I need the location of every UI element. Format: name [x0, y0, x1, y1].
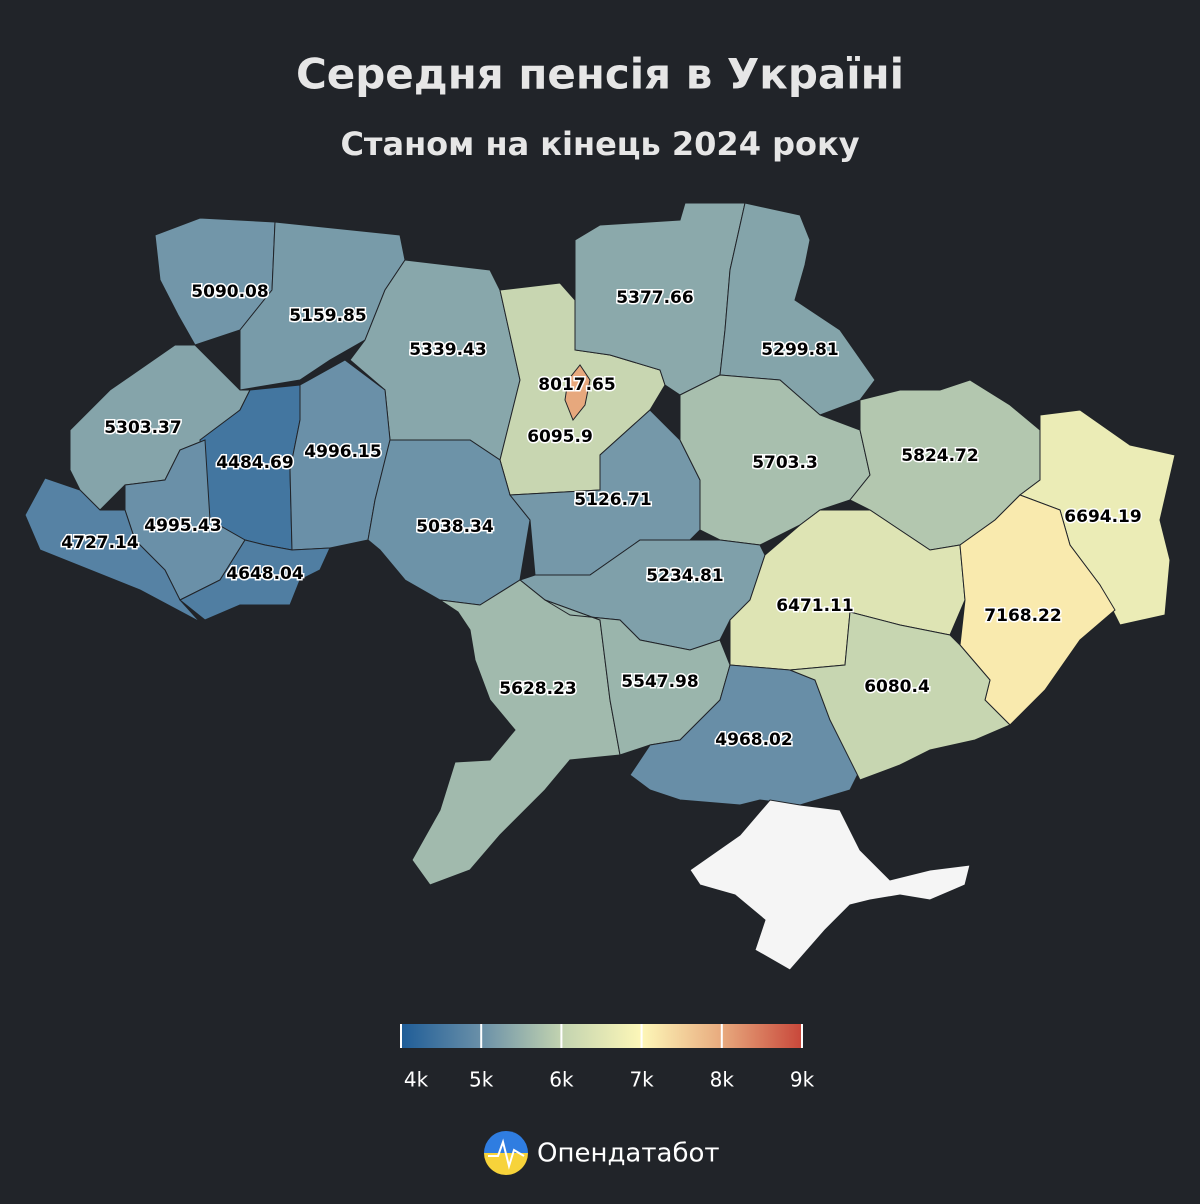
- region-label: 4648.04: [226, 564, 304, 584]
- region-label: 6095.9: [527, 427, 593, 447]
- colorbar-tick-label: 5k: [469, 1068, 494, 1092]
- region-label: 5303.37: [104, 418, 181, 438]
- region: [179, 539, 331, 621]
- colorbar-tick-label: 6k: [549, 1068, 574, 1092]
- colorbar: 4k 5k 6k 7k 8k 9k: [400, 1024, 815, 1092]
- region-label: 4484.69: [216, 453, 293, 473]
- region-label: 8017.65: [538, 375, 615, 395]
- region-label: 5339.43: [409, 340, 486, 360]
- region-label: 5234.81: [646, 566, 723, 586]
- region-label: 5159.85: [289, 306, 366, 326]
- region-label: 5628.23: [499, 679, 576, 699]
- region-label: 5703.3: [752, 453, 818, 473]
- colorbar-tick-label: 7k: [629, 1068, 654, 1092]
- region-label: 5126.71: [574, 490, 651, 510]
- region: [789, 611, 1011, 781]
- region-label: 4727.14: [61, 533, 139, 553]
- region-label: 5090.08: [191, 282, 268, 302]
- region-label: 4968.02: [715, 730, 792, 750]
- region-label: 5299.81: [761, 340, 838, 360]
- region-label: 5824.72: [901, 446, 978, 466]
- brand: Опендатабот: [537, 1139, 720, 1169]
- region-label: 5547.98: [621, 672, 698, 692]
- subtitle: Станом на кінець 2024 року: [340, 125, 859, 163]
- region-labels: 5090.08 5159.85 5339.43 6095.9 8017.65 5377.6…: [60, 281, 1143, 752]
- crimea: [689, 799, 971, 971]
- region-label: 5038.34: [416, 517, 494, 537]
- region-label: 6080.4: [864, 677, 930, 697]
- region: [239, 221, 406, 391]
- region-label: 6471.11: [776, 596, 853, 616]
- brand-logo-line: [488, 1138, 525, 1170]
- regions: [24, 202, 1176, 886]
- region-label: 7168.22: [984, 606, 1061, 626]
- region-label: 4996.15: [304, 442, 381, 462]
- region: [411, 579, 621, 886]
- region: [24, 477, 201, 623]
- colorbar-tick-label: 4k: [404, 1068, 429, 1092]
- region: [629, 664, 861, 806]
- region-label: 6694.19: [1064, 507, 1141, 527]
- region: [719, 202, 876, 416]
- colorbar-tick-label: 9k: [790, 1068, 815, 1092]
- region-label: 5377.66: [616, 288, 693, 308]
- region-label: 4995.43: [144, 516, 221, 536]
- colorbar-tick-label: 8k: [710, 1068, 735, 1092]
- colorbar-bar: [401, 1024, 802, 1048]
- region: [564, 364, 591, 421]
- title: Середня пенсія в Україні: [296, 50, 904, 99]
